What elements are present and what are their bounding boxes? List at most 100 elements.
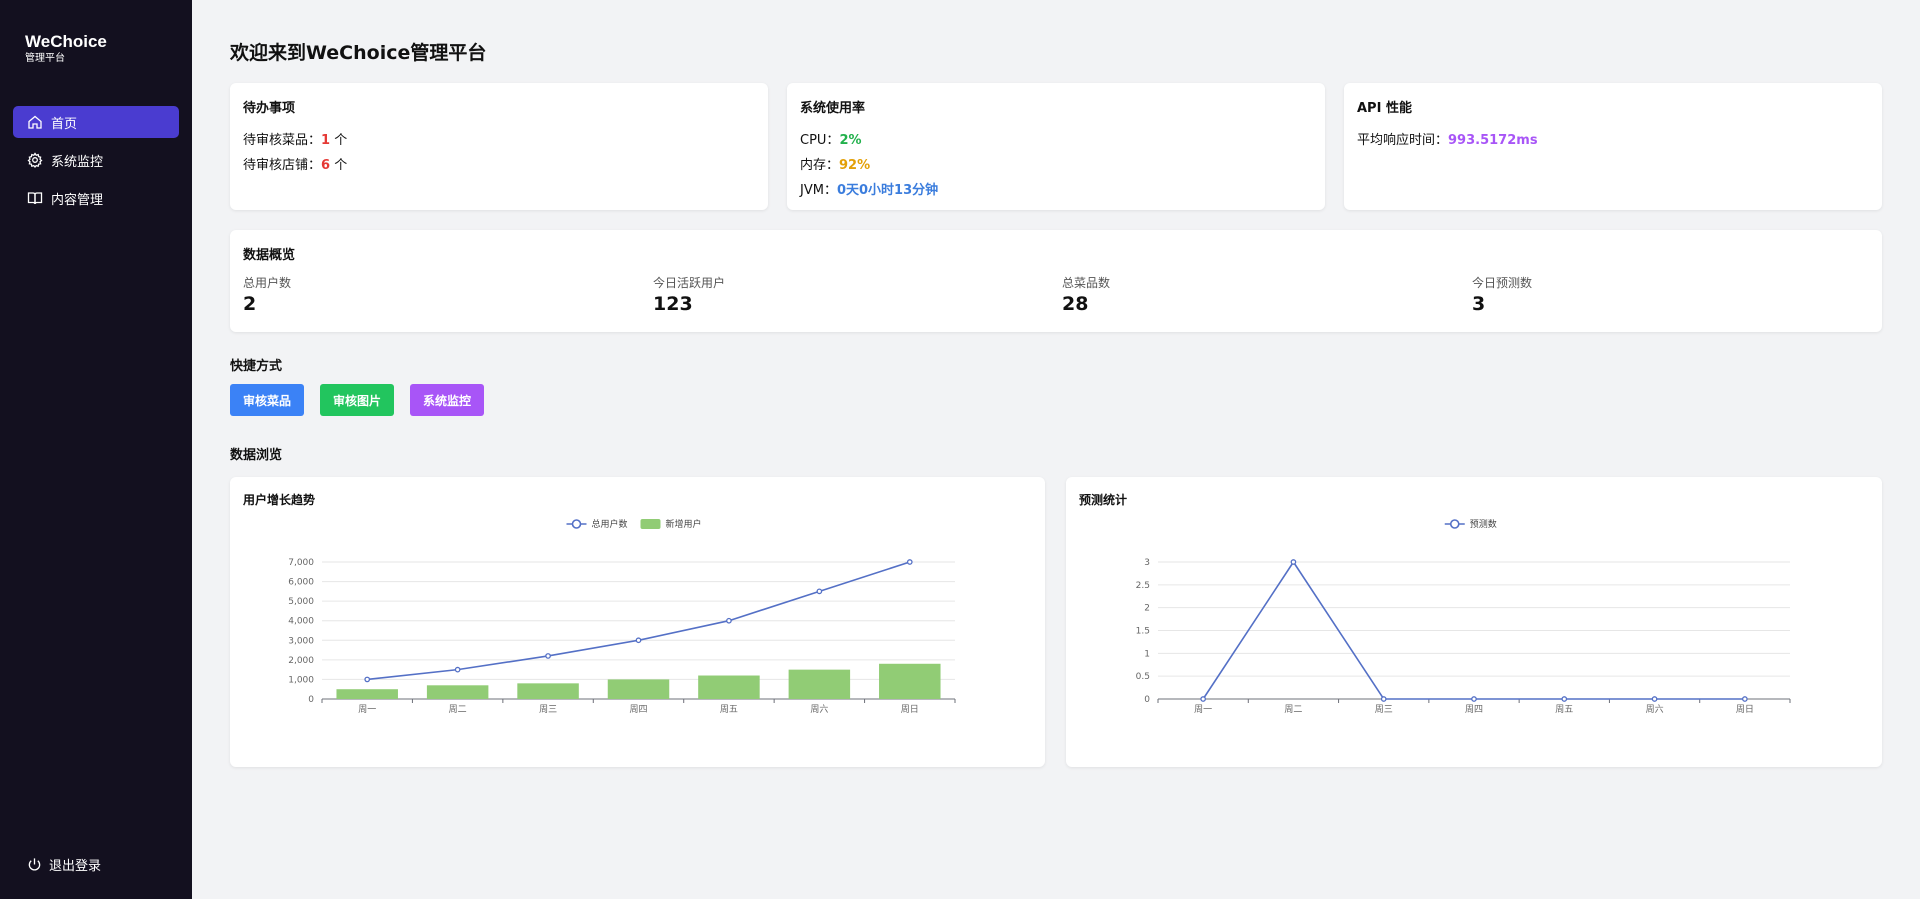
gear-icon <box>27 152 43 168</box>
prediction-chart: 0 0.5 1 1.5 2 2.5 3 周一 周二 周三 周四 周五 周六 周日 预测数 <box>1136 518 1791 715</box>
stat-total-users: 总用户数 2 <box>243 274 291 315</box>
cpu-row: CPU：2% <box>800 129 862 148</box>
y-tick-label: 1 <box>1144 649 1150 659</box>
cpu-value: 2% <box>839 133 862 148</box>
sidebar-nav: 首页 系统监控 内容管理 <box>13 106 179 220</box>
logout-button[interactable]: 退出登录 <box>27 855 101 874</box>
brand: WeChoice 管理平台 <box>25 32 107 65</box>
pending-shop-label: 待审核店铺： <box>243 158 322 173</box>
stat-value: 2 <box>243 293 257 315</box>
data-point <box>816 588 823 595</box>
bar <box>517 683 579 699</box>
user-growth-chart: 0 1,000 2,000 3,000 4,000 5,000 6,000 7,000 周一 周二… <box>288 518 956 715</box>
api-response-label: 平均响应时间： <box>1357 133 1449 148</box>
y-tick-label: 0 <box>1144 695 1150 705</box>
memory-label: 内存： <box>800 158 840 173</box>
data-point <box>906 559 913 565</box>
review-dishes-button[interactable]: 审核菜品 <box>230 384 305 416</box>
data-point <box>726 617 732 624</box>
stat-label: 今日预测数 <box>1472 276 1533 290</box>
sidebar-item-content[interactable]: 内容管理 <box>13 182 179 214</box>
data-point <box>1380 696 1387 702</box>
overview-card: 数据概览 总用户数 2 今日活跃用户 123 总菜品数 28 今日预测数 3 <box>230 230 1882 332</box>
data-point <box>1200 696 1206 702</box>
legend-swatch <box>640 519 661 529</box>
x-tick-label: 周六 <box>810 703 828 715</box>
usage-card: 系统使用率 CPU：2% 内存：92% JVM：0天0小时13分钟 <box>787 83 1325 210</box>
stat-label: 总菜品数 <box>1062 276 1111 290</box>
todo-card: 待办事项 待审核菜品：1 个 待审核店铺：6 个 <box>230 83 768 210</box>
bar <box>698 675 760 699</box>
jvm-row: JVM：0天0小时13分钟 <box>800 179 938 198</box>
y-tick-label: 1.5 <box>1136 627 1150 637</box>
power-icon <box>28 858 41 871</box>
chart-title: 预测统计 <box>1079 493 1128 507</box>
data-point <box>1471 696 1477 702</box>
data-point <box>545 653 551 659</box>
logout-label: 退出登录 <box>49 859 102 874</box>
y-tick-label: 1,000 <box>288 675 314 685</box>
system-monitor-button[interactable]: 系统监控 <box>410 384 485 416</box>
data-point <box>1290 559 1297 565</box>
legend-label: 新增用户 <box>666 518 702 530</box>
shortcuts-title: 快捷方式 <box>230 359 283 374</box>
y-tick-label: 2 <box>1144 604 1150 614</box>
pending-shop-count: 6 <box>321 158 331 173</box>
book-icon <box>27 192 43 205</box>
stat-label: 今日活跃用户 <box>653 276 726 290</box>
x-tick-label: 周四 <box>629 704 647 715</box>
y-tick-label: 7,000 <box>288 558 314 568</box>
data-point <box>1651 696 1658 702</box>
y-tick-label: 0.5 <box>1136 672 1150 682</box>
sidebar: WeChoice 管理平台 首页 系统监控 内容管理 退出登录 <box>0 0 192 899</box>
brand-title: WeChoice <box>25 32 107 51</box>
data-point <box>635 637 642 644</box>
x-tick-label: 周二 <box>1284 704 1302 715</box>
prediction-chart-card: 预测统计 0 0.5 1 1.5 2 2.5 3 周一 周二 周三 周四 周五 周六 周日 预测数 <box>1066 477 1882 767</box>
legend-swatch-marker <box>1449 519 1460 529</box>
user-growth-chart-card: 用户增长趋势 0 1,000 2,000 3,000 4,000 5,000 6,000 7,… <box>230 477 1045 767</box>
stat-label: 总用户数 <box>243 276 292 290</box>
y-tick-label: 2.5 <box>1136 581 1150 591</box>
review-images-button[interactable]: 审核图片 <box>320 384 395 416</box>
y-tick-label: 4,000 <box>288 617 314 627</box>
sidebar-item-monitor[interactable]: 系统监控 <box>13 144 179 176</box>
data-point <box>454 666 461 673</box>
sidebar-item-home[interactable]: 首页 <box>13 106 179 138</box>
jvm-value: 0天0小时13分钟 <box>836 183 939 198</box>
data-point <box>1561 696 1568 702</box>
api-card: API 性能 平均响应时间：993.5172ms <box>1344 83 1882 210</box>
legend-label: 总用户数 <box>592 518 628 530</box>
data-point <box>1742 696 1748 702</box>
sidebar-item-label: 系统监控 <box>51 154 104 170</box>
pending-shop-row: 待审核店铺：6 个 <box>243 154 347 173</box>
y-tick-label: 3 <box>1144 558 1150 568</box>
stat-value: 28 <box>1062 293 1089 315</box>
brand-subtitle: 管理平台 <box>25 53 65 64</box>
page-title: 欢迎来到WeChoice管理平台 <box>230 42 487 64</box>
data-point <box>364 676 371 683</box>
x-tick-label: 周一 <box>358 704 376 715</box>
todo-title: 待办事项 <box>243 101 296 116</box>
sidebar-item-label: 首页 <box>51 116 78 132</box>
bar <box>879 663 941 699</box>
legend-label: 预测数 <box>1470 518 1497 530</box>
x-tick-label: 周一 <box>1194 704 1212 715</box>
stat-value: 3 <box>1472 293 1486 315</box>
x-tick-label: 周二 <box>449 704 467 715</box>
bar <box>607 679 670 699</box>
memory-value: 92% <box>839 158 871 173</box>
y-tick-label: 5,000 <box>288 597 314 607</box>
x-tick-label: 周五 <box>720 704 738 715</box>
y-tick-label: 3,000 <box>288 636 314 646</box>
chart-title: 用户增长趋势 <box>243 493 316 507</box>
y-tick-label: 2,000 <box>288 656 314 666</box>
x-tick-label: 周五 <box>1555 704 1573 715</box>
stat-active-users: 今日活跃用户 123 <box>653 274 725 315</box>
pending-shop-unit: 个 <box>330 158 348 173</box>
api-title: API 性能 <box>1357 101 1412 116</box>
stat-total-dishes: 总菜品数 28 <box>1062 274 1110 315</box>
y-tick-label: 6,000 <box>288 578 314 588</box>
x-tick-label: 周三 <box>1375 704 1393 715</box>
bar <box>336 689 398 699</box>
